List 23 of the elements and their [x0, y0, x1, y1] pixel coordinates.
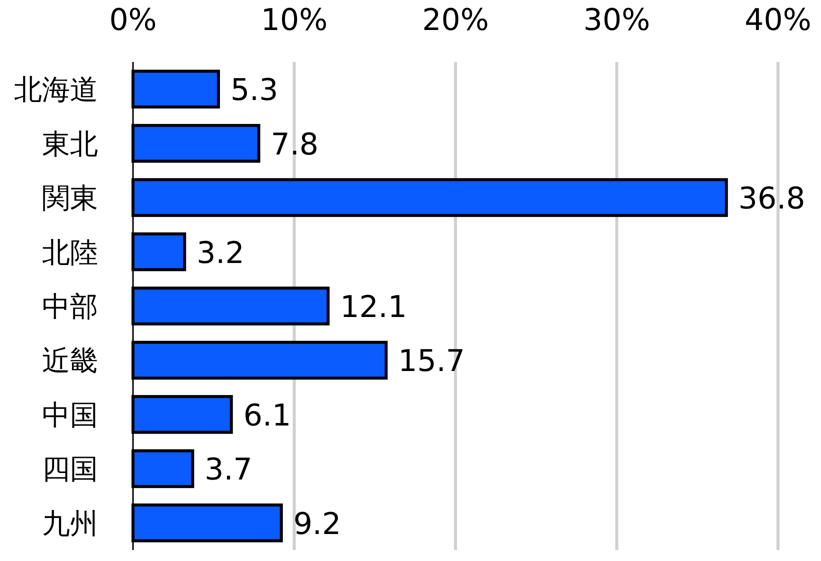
x-tick-label: 10% — [260, 3, 328, 38]
data-label: 36.8 — [738, 182, 806, 217]
y-tick-label: 東北 — [42, 127, 98, 160]
y-tick-label: 北海道 — [14, 73, 98, 106]
x-tick-label: 0% — [109, 3, 157, 38]
data-label: 6.1 — [243, 398, 292, 434]
data-label: 9.2 — [293, 506, 342, 542]
data-label: 15.7 — [398, 344, 465, 380]
y-tick-label: 九州 — [42, 506, 98, 540]
x-tick-label: 40% — [744, 3, 812, 38]
data-label: 3.2 — [196, 236, 244, 271]
data-label: 3.7 — [204, 452, 252, 488]
y-tick-label: 北陸 — [42, 236, 98, 269]
y-tick-label: 近畿 — [42, 344, 98, 378]
y-tick-label: 関東 — [42, 182, 98, 215]
y-tick-label: 四国 — [42, 452, 98, 486]
y-tick-label: 中部 — [42, 290, 98, 323]
x-tick-label: 30% — [583, 3, 650, 38]
data-label: 12.1 — [340, 290, 407, 325]
data-label: 7.8 — [270, 127, 318, 162]
data-label: 5.3 — [230, 73, 278, 108]
x-tick-label: 20% — [422, 3, 489, 38]
y-tick-label: 中国 — [42, 398, 98, 432]
